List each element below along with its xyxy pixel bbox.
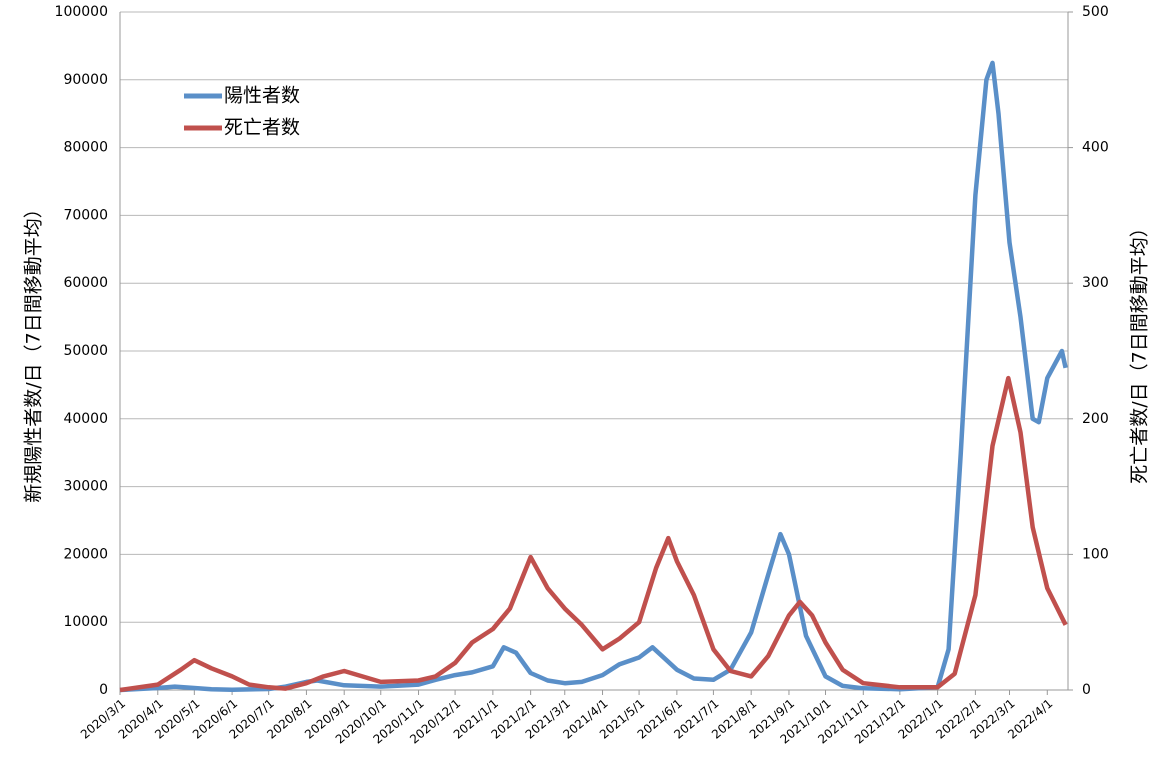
y-tick-label: 30000 bbox=[63, 479, 108, 495]
y-tick-label: 40000 bbox=[63, 411, 108, 427]
y2-tick-label: 500 bbox=[1082, 4, 1109, 20]
series-line bbox=[119, 375, 1068, 693]
y-tick-label: 70000 bbox=[63, 207, 108, 223]
y-tick-label: 100000 bbox=[55, 4, 108, 20]
y2-axis-title: 死亡者数/日（7日間移動平均） bbox=[1129, 218, 1151, 484]
y-tick-label: 10000 bbox=[63, 614, 108, 630]
legend-label: 陽性者数 bbox=[224, 85, 300, 107]
y-tick-label: 0 bbox=[99, 682, 108, 698]
y2-tick-label: 200 bbox=[1082, 411, 1109, 427]
y-tick-label: 80000 bbox=[63, 140, 108, 156]
y2-tick-label: 300 bbox=[1082, 275, 1109, 291]
y-axis-title: 新規陽性者数/日（7日間移動平均） bbox=[23, 199, 45, 503]
y2-tick-label: 400 bbox=[1082, 140, 1109, 156]
y2-tick-label: 0 bbox=[1082, 682, 1091, 698]
y-tick-label: 60000 bbox=[63, 275, 108, 291]
y-tick-label: 90000 bbox=[63, 72, 108, 88]
y-tick-label: 20000 bbox=[63, 546, 108, 562]
y-tick-label: 50000 bbox=[63, 343, 108, 359]
legend-label: 死亡者数 bbox=[224, 117, 300, 139]
series-line bbox=[119, 60, 1068, 693]
y2-tick-label: 100 bbox=[1082, 546, 1109, 562]
